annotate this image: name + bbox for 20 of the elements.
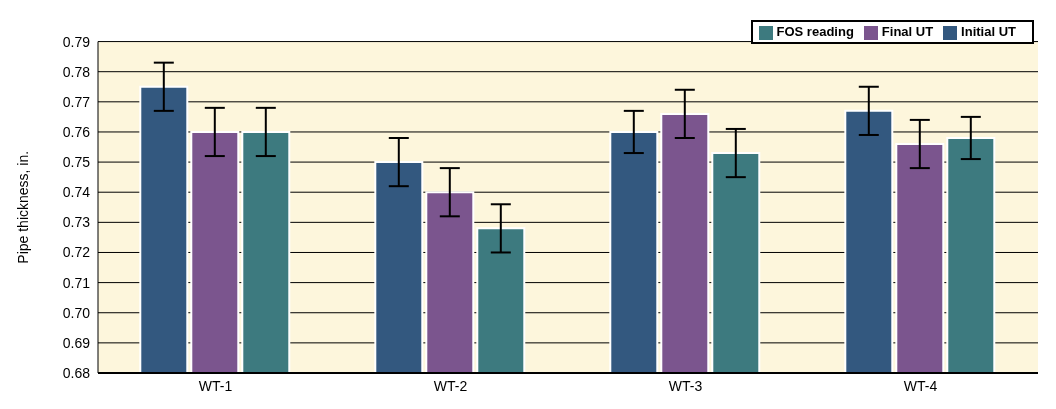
legend-label: FOS reading <box>776 24 854 39</box>
legend-label: Final UT <box>881 24 934 39</box>
y-tick-label: 0.73 <box>62 214 91 231</box>
x-tick-label: WT-1 <box>198 377 233 394</box>
y-axis-title: Pipe thickness, in. <box>14 150 31 264</box>
y-tick-label: 0.71 <box>62 274 91 291</box>
y-tick-label: 0.78 <box>62 63 91 80</box>
legend-label: Initial UT <box>961 24 1016 39</box>
y-tick-label: 0.76 <box>62 123 91 140</box>
x-tick-label: WT-4 <box>903 377 938 394</box>
y-tick-label: 0.70 <box>62 304 91 321</box>
y-tick-label: 0.79 <box>62 33 91 50</box>
y-tick-label: 0.68 <box>62 364 91 381</box>
x-tick-label: WT-3 <box>668 377 703 394</box>
y-tick-label: 0.75 <box>62 154 91 171</box>
y-tick-label: 0.77 <box>62 93 91 110</box>
y-tick-label: 0.72 <box>62 244 91 261</box>
y-tick-label: 0.69 <box>62 334 91 351</box>
x-tick-label: WT-2 <box>433 377 468 394</box>
y-tick-label: 0.74 <box>62 184 91 201</box>
